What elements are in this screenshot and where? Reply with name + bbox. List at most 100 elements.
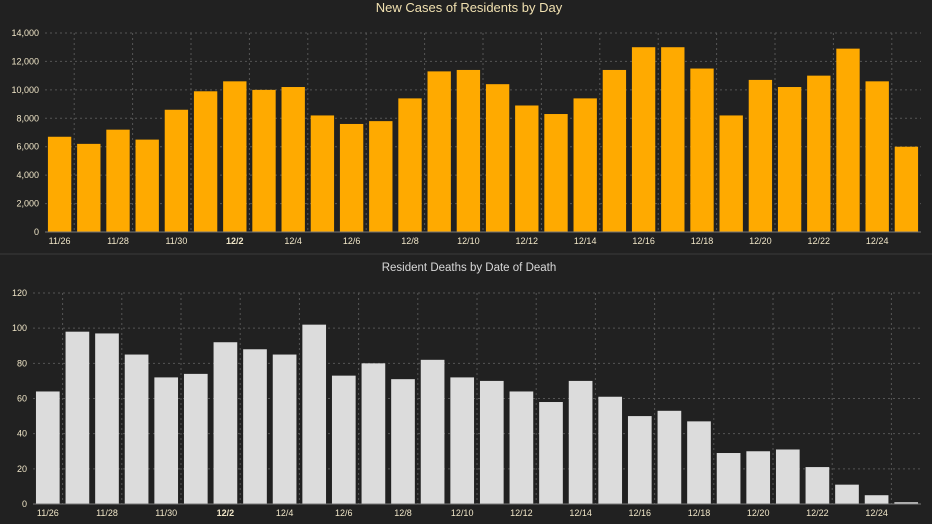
deaths-bar-11-28[interactable] [95,333,119,504]
cases-bar-12-8[interactable] [398,98,422,232]
deaths-bar-12-1[interactable] [183,373,208,504]
cases-x-tick-label: 12/14 [574,236,597,246]
cases-bar-12-7[interactable] [369,121,393,232]
deaths-x-tick-label: 12/24 [865,508,888,518]
deaths-bar-12-7[interactable] [361,363,386,504]
cases-bar-12-5[interactable] [310,115,335,232]
cases-x-tick-label: 12/6 [343,236,361,246]
cases-bar-12-9[interactable] [427,71,451,232]
deaths-bar-12-25[interactable] [894,502,919,504]
deaths-x-tick-label: 12/8 [394,508,412,518]
deaths-x-tick-label: 12/22 [806,508,829,518]
deaths-x-tick-label: 12/12 [510,508,533,518]
deaths-bar-12-4[interactable] [272,354,297,504]
cases-bar-12-20[interactable] [748,79,773,233]
cases-x-tick-label: 11/30 [165,236,187,246]
cases-bar-12-15[interactable] [602,69,627,232]
deaths-x-tick-label: 11/30 [155,508,177,518]
deaths-bar-11-29[interactable] [124,354,149,504]
deaths-x-tick-label: 12/10 [451,508,474,518]
deaths-bar-12-5[interactable] [302,324,327,504]
deaths-bar-12-16[interactable] [627,416,652,504]
cases-y-tick-label: 10,000 [11,85,39,95]
cases-y-tick-label: 2,000 [16,199,39,209]
deaths-bar-12-22[interactable] [805,467,830,504]
cases-x-tick-label: 12/2 [226,236,244,246]
cases-y-tick-label: 4,000 [16,170,39,180]
cases-bar-12-23[interactable] [836,48,860,233]
cases-bar-12-12[interactable] [515,105,539,232]
cases-bar-11-26[interactable] [47,136,72,232]
cases-bar-12-13[interactable] [544,114,568,232]
cases-bar-12-4[interactable] [281,87,305,232]
cases-bar-12-17[interactable] [661,47,685,232]
deaths-y-tick-label: 40 [17,429,27,439]
deaths-x-tick-label: 12/16 [629,508,652,518]
deaths-bar-12-20[interactable] [746,451,771,504]
cases-bar-12-1[interactable] [193,91,218,233]
deaths-bar-12-21[interactable] [775,449,800,504]
cases-bar-12-25[interactable] [894,146,919,232]
deaths-bar-12-11[interactable] [479,380,504,504]
cases-x-tick-label: 12/12 [516,236,539,246]
cases-y-tick-label: 8,000 [16,113,39,123]
deaths-x-tick-label: 12/4 [276,508,294,518]
cases-bar-11-28[interactable] [106,129,130,232]
cases-bar-12-6[interactable] [339,123,364,232]
deaths-y-tick-label: 60 [17,394,27,404]
deaths-y-tick-label: 80 [17,358,27,368]
cases-x-tick-label: 11/28 [107,236,129,246]
deaths-bar-12-19[interactable] [716,453,741,504]
cases-bar-12-2[interactable] [223,81,247,232]
deaths-bar-12-6[interactable] [331,375,356,504]
cases-x-tick-label: 12/20 [749,236,772,246]
cases-x-tick-label: 12/22 [808,236,831,246]
deaths-x-tick-label: 11/28 [96,508,118,518]
cases-bar-12-18[interactable] [690,68,714,233]
deaths-bar-12-18[interactable] [687,421,711,504]
deaths-bar-12-10[interactable] [450,377,475,504]
cases-bar-12-14[interactable] [573,98,597,232]
cases-bar-11-27[interactable] [77,143,101,232]
new-cases-chart: New Cases of Residents by Day 0 2,000 4,00… [11,0,921,246]
deaths-bar-12-24[interactable] [864,495,889,504]
deaths-bar-11-30[interactable] [154,377,179,504]
deaths-x-tick-label: 12/6 [335,508,353,518]
deaths-x-tick-label: 12/2 [217,508,235,518]
cases-x-tick-label: 12/8 [401,236,419,246]
deaths-bar-12-8[interactable] [391,379,415,504]
cases-x-tick-label: 12/24 [866,236,889,246]
cases-bar-12-19[interactable] [719,115,743,232]
cases-bar-12-10[interactable] [456,69,481,232]
cases-bar-11-29[interactable] [135,139,159,232]
deaths-bar-12-2[interactable] [213,342,238,504]
deaths-bar-12-14[interactable] [568,380,593,504]
cases-y-tick-label: 6,000 [16,142,39,152]
deaths-y-tick-label: 100 [12,323,27,333]
deaths-bar-12-17[interactable] [657,410,682,504]
cases-x-tick-label: 11/26 [49,236,71,246]
deaths-bar-12-9[interactable] [420,359,445,504]
cases-bar-11-30[interactable] [164,109,189,232]
deaths-x-tick-label: 12/20 [747,508,770,518]
cases-y-tick-label: 14,000 [11,28,39,38]
cases-bar-12-22[interactable] [807,75,831,233]
cases-x-tick-label: 12/16 [632,236,655,246]
deaths-y-tick-label: 0 [22,499,27,509]
cases-x-tick-label: 12/18 [691,236,714,246]
deaths-bar-12-12[interactable] [509,391,534,504]
cases-bar-12-16[interactable] [631,47,656,232]
cases-bar-12-3[interactable] [252,89,276,232]
deaths-bar-12-23[interactable] [835,484,859,504]
deaths-bar-11-26[interactable] [35,391,60,504]
deaths-bar-12-15[interactable] [598,396,623,504]
cases-bar-12-24[interactable] [865,81,889,232]
deaths-bar-11-27[interactable] [65,331,90,504]
deaths-bar-12-13[interactable] [539,402,563,504]
cases-bar-12-21[interactable] [777,87,802,232]
deaths-chart-title: Resident Deaths by Date of Death [382,262,557,274]
cases-bar-12-11[interactable] [485,84,510,233]
deaths-bar-12-3[interactable] [243,349,267,504]
deaths-x-tick-label: 11/26 [37,508,59,518]
